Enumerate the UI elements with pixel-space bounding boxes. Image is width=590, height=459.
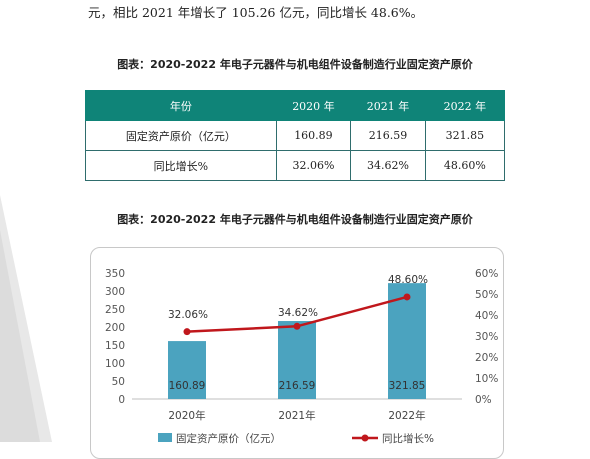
legend-line-marker — [361, 434, 369, 442]
growth-point — [183, 328, 191, 336]
x-tick-label: 2021年 — [278, 409, 315, 422]
table-cell: 216.59 — [350, 120, 426, 151]
data-table: 年份 2020 年 2021 年 2022 年 固定资产原价（亿元） 160.8… — [85, 90, 506, 181]
y-left-tick-label: 300 — [105, 286, 125, 298]
legend-bar-swatch — [158, 433, 172, 442]
background-decoration — [0, 195, 52, 442]
line-data-label: 32.06% — [168, 309, 208, 321]
y-left-tick-label: 50 — [112, 376, 125, 388]
chart-caption: 图表：2020-2022 年电子元器件与机电组件设备制造行业固定资产原价 — [117, 213, 473, 226]
header-cell-2020: 2020 年 — [275, 90, 352, 121]
line-data-label: 48.60% — [388, 274, 428, 286]
table-row: 固定资产原价（亿元） 160.89 216.59 321.85 — [85, 120, 506, 151]
row-label-growth: 同比增长% — [85, 150, 277, 181]
x-tick-label: 2022年 — [388, 409, 425, 422]
y-left-tick-label: 0 — [118, 394, 125, 406]
y-right-tick-label: 30% — [475, 331, 498, 343]
growth-point — [293, 322, 301, 330]
legend-line-label: 同比增长% — [382, 432, 434, 445]
bar-2022年 — [388, 283, 426, 399]
x-tick-label: 2020年 — [168, 409, 205, 422]
y-left-tick-label: 200 — [105, 322, 125, 334]
y-right-tick-label: 10% — [475, 373, 498, 385]
y-left-tick-label: 250 — [105, 304, 125, 316]
y-right-tick-label: 50% — [475, 289, 498, 301]
y-left-tick-label: 150 — [105, 340, 125, 352]
header-cell-year: 年份 — [85, 90, 277, 121]
table-row: 同比增长% 32.06% 34.62% 48.60% — [85, 150, 506, 181]
bar-data-label: 216.59 — [279, 380, 316, 392]
table-cell: 321.85 — [424, 120, 506, 151]
bar-2020年 — [168, 341, 206, 399]
table-caption: 图表：2020-2022 年电子元器件与机电组件设备制造行业固定资产原价 — [117, 58, 473, 71]
bar-2021年 — [278, 321, 316, 399]
y-right-tick-label: 20% — [475, 352, 498, 364]
intro-paragraph: 元，相比 2021 年增长了 105.26 亿元，同比增长 48.6%。 — [88, 5, 424, 20]
y-left-tick-label: 100 — [105, 358, 125, 370]
table-cell: 32.06% — [275, 150, 352, 181]
table-cell: 34.62% — [350, 150, 426, 181]
table-cell: 48.60% — [424, 150, 506, 181]
growth-point — [403, 293, 411, 301]
row-label-asset-value: 固定资产原价（亿元） — [85, 120, 277, 151]
header-cell-2022: 2022 年 — [424, 90, 506, 121]
y-right-tick-label: 40% — [475, 310, 498, 322]
table-cell: 160.89 — [275, 120, 352, 151]
legend-bar-label: 固定资产原价（亿元） — [176, 432, 281, 445]
y-left-tick-label: 350 — [105, 268, 125, 280]
y-right-tick-label: 60% — [475, 268, 498, 280]
y-right-tick-label: 0% — [475, 394, 492, 406]
line-data-label: 34.62% — [278, 307, 318, 319]
bar-data-label: 321.85 — [389, 380, 426, 392]
table-header-row: 年份 2020 年 2021 年 2022 年 — [85, 90, 506, 121]
bar-data-label: 160.89 — [169, 380, 206, 392]
header-cell-2021: 2021 年 — [350, 90, 426, 121]
combo-chart: 0 50 100 150 200 250 300 350 0% 10% 20% 30% 40% 50% 60… — [105, 268, 498, 445]
